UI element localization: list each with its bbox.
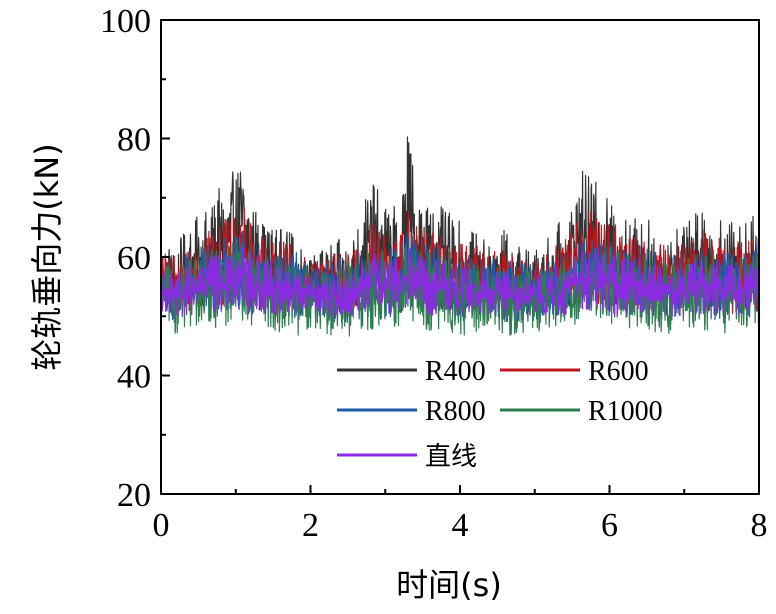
x-tick-label-2: 4 (452, 507, 469, 544)
y-tick-label-4: 100 (100, 3, 151, 40)
y-tick-label-3: 80 (117, 122, 151, 159)
legend-label-4: 直线 (425, 442, 477, 472)
legend-label-1: R600 (588, 356, 649, 387)
y-axis-title: 轮轨垂向力(kN) (28, 143, 66, 370)
y-tick-label-0: 20 (117, 477, 151, 514)
legend-label-2: R800 (425, 396, 486, 427)
x-tick-label-4: 8 (751, 507, 768, 544)
series-line-直线 (161, 246, 759, 320)
x-axis-title: 时间(s) (396, 566, 502, 604)
y-tick-label-1: 40 (117, 359, 151, 396)
series-layer (161, 136, 759, 337)
legend-label-0: R400 (425, 356, 486, 387)
series-line-R800 (161, 230, 759, 324)
y-tick-label-2: 60 (117, 240, 151, 277)
x-tick-label-3: 6 (601, 507, 618, 544)
x-tick-label-1: 2 (302, 507, 319, 544)
ticks-layer: 0 2 4 6 8 20 40 60 80 100 (100, 3, 768, 544)
x-tick-label-0: 0 (153, 507, 170, 544)
legend: R400 R600 R800 R1000 直线 (337, 356, 663, 472)
legend-label-3: R1000 (588, 396, 663, 427)
